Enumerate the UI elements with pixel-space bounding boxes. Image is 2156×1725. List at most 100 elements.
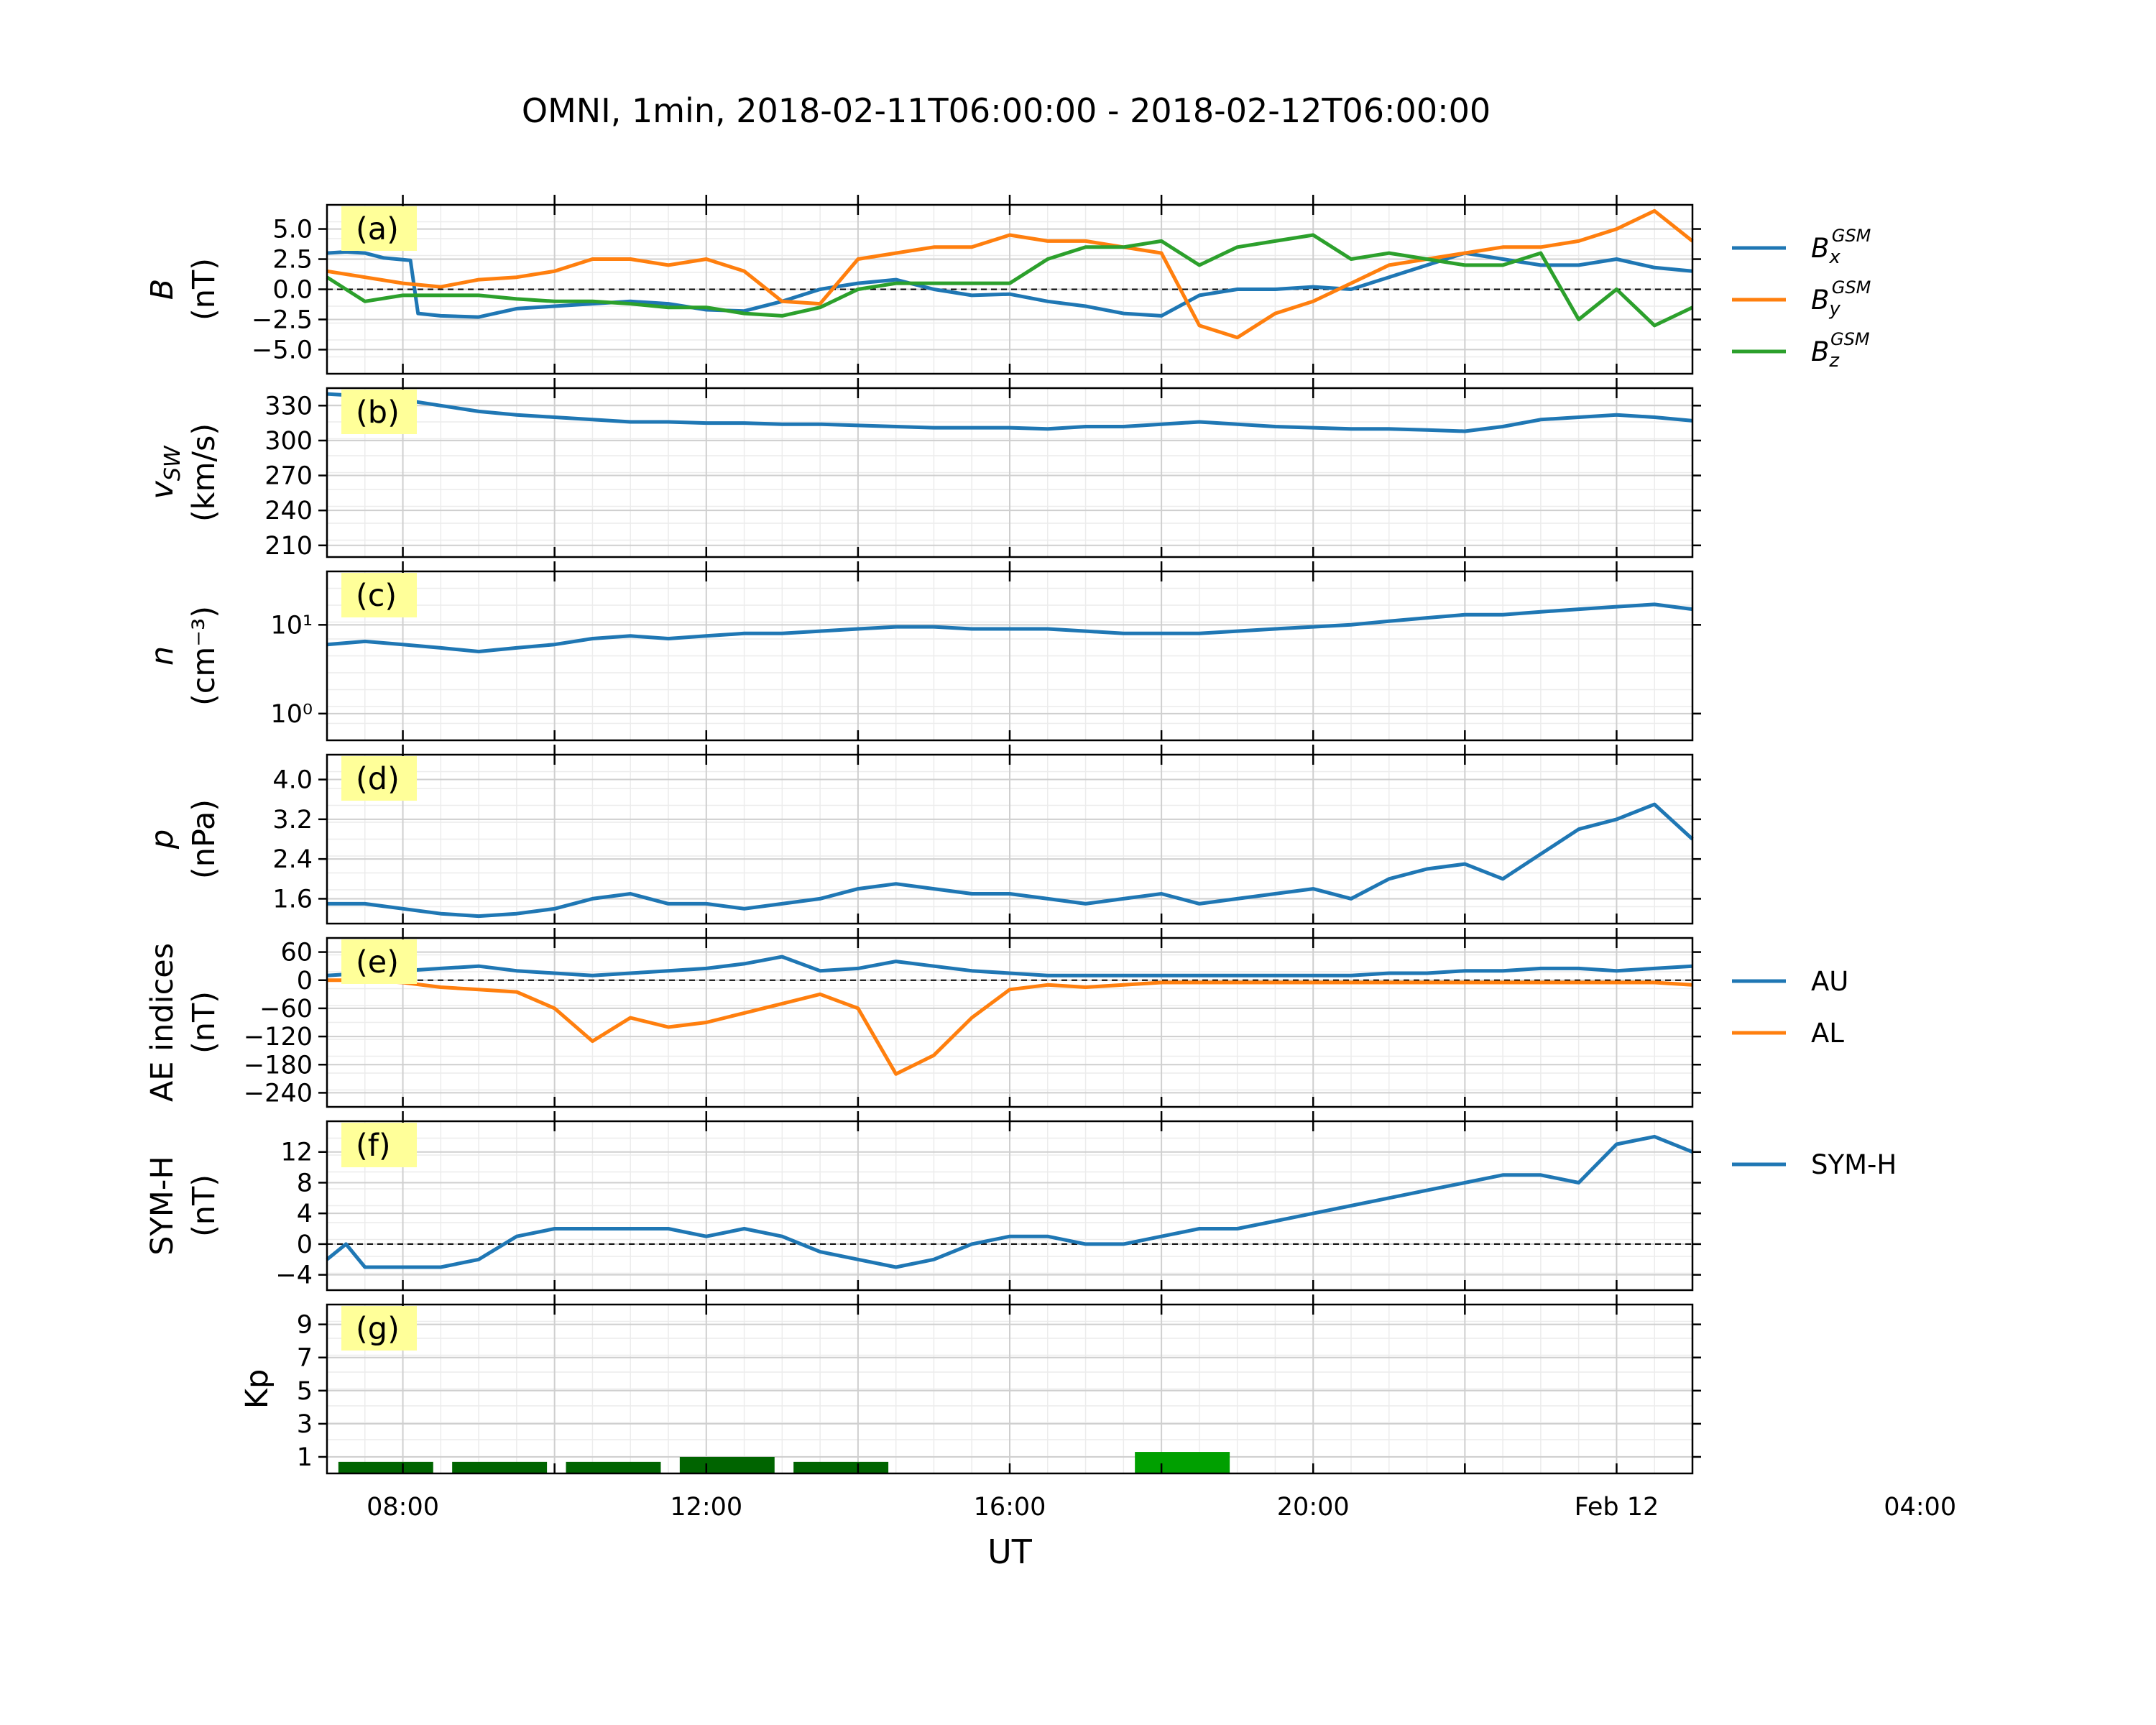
panel-tag-label: (a): [356, 211, 399, 247]
x-tick-labels: 08:00 12:00 16:00 20:00 Feb 12 04:00: [367, 1493, 1956, 1522]
panel-tag-bg: [341, 1306, 417, 1351]
y-tick-label: 330: [264, 392, 313, 420]
y-tick-label: −120: [244, 1023, 313, 1052]
y-tick-label: 7: [297, 1344, 313, 1373]
panel-a: −5.0−2.50.02.55.0 (a) B (nT) BxGSM ByGSM BzGSM: [144, 195, 1871, 375]
legend-entry: AU: [1732, 966, 1848, 997]
panel-tag-bg: [341, 939, 417, 984]
legend-entry: BxGSM: [1732, 226, 1871, 268]
panel-tag: (e): [341, 939, 417, 984]
y-axis-unit: (nPa): [186, 799, 222, 879]
panel-tag-bg: [341, 573, 417, 617]
y-tick-label: 5: [297, 1377, 313, 1406]
y-tick-label: −2.5: [252, 305, 313, 334]
y-axis-label: B: [144, 279, 180, 300]
y-tick-label: 3.2: [272, 806, 313, 834]
panel-tag-bg: [341, 390, 417, 434]
y-tick-label: 2.4: [272, 845, 313, 874]
panel-tag-label: (c): [356, 578, 397, 614]
y-axis-unit: (nT): [186, 991, 222, 1054]
y-tick-label: −240: [244, 1079, 313, 1108]
x-tick-label: 20:00: [1277, 1493, 1350, 1522]
y-axis-label: n: [144, 646, 180, 666]
y-axis-unit: (cm⁻³): [186, 606, 222, 706]
panel-tag-bg: [341, 206, 417, 251]
series-line-0: [327, 802, 1694, 919]
y-tick-label: 2.5: [272, 246, 313, 275]
series-line-0: [326, 250, 1693, 319]
y-axis-unit: (km/s): [186, 423, 222, 522]
y-tick-label: 4: [297, 1200, 313, 1228]
y-tick-label: 4.0: [272, 766, 313, 795]
series-line-1: [327, 978, 1693, 1076]
legend-label: BxGSM: [1811, 226, 1871, 268]
y-tick-label: −180: [244, 1051, 313, 1080]
y-tick-label: 10¹: [270, 611, 313, 640]
panel-tag: (c): [341, 573, 417, 617]
y-tick-label: −5.0: [252, 336, 313, 364]
y-tick-label: 210: [264, 532, 313, 561]
y-tick-label: 5.0: [272, 216, 313, 244]
panel-tag: (a): [341, 206, 417, 251]
legend-entry: BzGSM: [1732, 329, 1870, 372]
panel-tag: (d): [341, 756, 417, 801]
legend-label: BzGSM: [1811, 329, 1870, 372]
kp-bar-1: [452, 1461, 548, 1473]
y-tick-label: 12: [280, 1138, 313, 1167]
y-tick-label: 0.0: [272, 276, 313, 305]
kp-bar-2: [566, 1461, 661, 1473]
legend-entry: AL: [1732, 1018, 1844, 1049]
legend-label: SYM-H: [1811, 1149, 1897, 1180]
y-tick-label: 60: [280, 939, 313, 967]
y-axis-label: AE indices: [144, 943, 180, 1102]
y-axis-unit: (nT): [186, 258, 222, 321]
legend-label: AL: [1811, 1018, 1844, 1049]
y-tick-label: 0: [297, 1230, 313, 1259]
panel-c: 10⁰ 10¹ (c) n (cm⁻³): [144, 561, 1701, 742]
panel-d: 1.6 2.4 3.2 4.0 (d) p (nPa): [144, 745, 1701, 925]
y-axis-label: SYM-H: [144, 1156, 180, 1256]
panels: −5.0−2.50.02.55.0 (a) B (nT) BxGSM ByGSM BzGSM…: [144, 195, 1956, 1522]
kp-bar-5: [1135, 1452, 1230, 1473]
y-tick-label: 0: [297, 967, 313, 995]
x-axis-label: UT: [987, 1532, 1033, 1571]
y-tick-label: 240: [264, 497, 313, 525]
series-line-1: [326, 208, 1694, 340]
series-line-0: [326, 954, 1693, 978]
kp-bar-4: [793, 1461, 889, 1473]
figure-title: OMNI, 1min, 2018-02-11T06:00:00 - 2018-0…: [522, 91, 1491, 130]
legend-entry: SYM-H: [1732, 1149, 1897, 1180]
panel-tag-bg: [341, 756, 417, 801]
y-tick-label: 10⁰: [270, 700, 313, 729]
y-tick-label: −4: [275, 1261, 313, 1290]
y-tick-label: 8: [297, 1169, 313, 1197]
series-line-0: [326, 392, 1693, 433]
kp-bar-3: [679, 1456, 775, 1473]
legend-entry: ByGSM: [1732, 277, 1871, 320]
x-tick-label: 04:00: [1884, 1493, 1956, 1522]
y-tick-label: 1.6: [272, 885, 313, 914]
y-tick-label: −60: [259, 995, 313, 1024]
series-line-0: [326, 1134, 1693, 1269]
y-axis-label: vSW: [144, 445, 185, 499]
y-axis-unit: (nT): [186, 1174, 222, 1237]
panel-g: 1 3 5 7 9 (g) Kp: [239, 1294, 1701, 1475]
panel-tag: (f): [341, 1123, 417, 1167]
y-tick-label: 270: [264, 462, 313, 491]
y-axis-label: p: [144, 829, 180, 850]
panel-tag-label: (e): [356, 944, 399, 980]
panel-b: 210 240 270 300 330 (b) vSW (km/s): [144, 378, 1701, 561]
panel-tag-label: (g): [356, 1311, 400, 1347]
panel-tag-bg: [341, 1123, 417, 1167]
y-tick-label: 3: [297, 1410, 313, 1439]
x-tick-label: Feb 12: [1575, 1493, 1659, 1522]
kp-bar-0: [338, 1461, 433, 1473]
panel-tag-label: (b): [356, 395, 400, 431]
x-tick-label: 12:00: [670, 1493, 742, 1522]
panel-tag-label: (f): [356, 1128, 391, 1164]
y-axis-label: Kp: [239, 1369, 275, 1409]
legend-label: AU: [1811, 966, 1848, 997]
